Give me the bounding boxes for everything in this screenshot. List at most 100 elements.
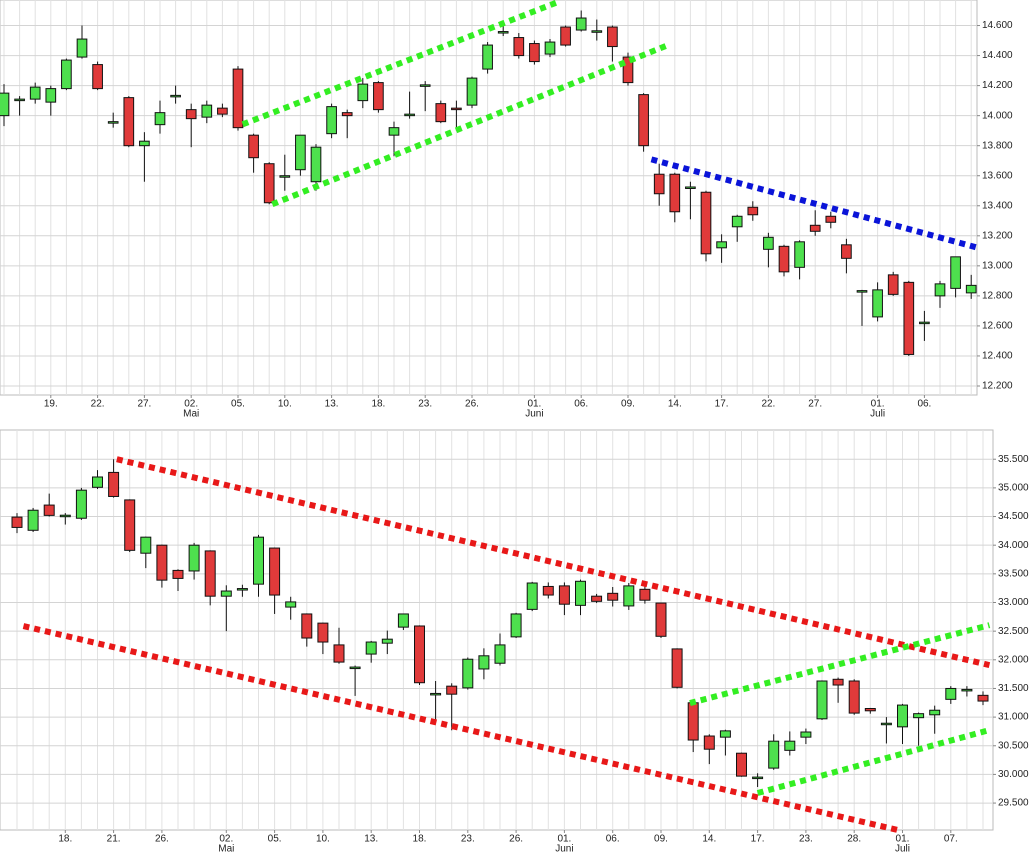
candle-body [638,94,649,147]
x-tick-label: 10. [316,834,330,845]
candle-body [607,26,618,48]
candle-body [14,98,25,102]
month-label: Juni [555,844,573,855]
candle-body [558,585,570,605]
candle-body [301,613,313,639]
y-tick-label: 29.500 [998,798,1029,809]
candle-body [945,687,957,700]
candle-body [856,290,868,293]
candle-body [123,97,135,147]
x-tick-label: 27. [137,399,151,410]
candle-body [27,509,39,531]
candle-body [639,588,651,601]
y-tick-label: 12.800 [982,291,1013,302]
x-tick-label: 01. [557,834,571,845]
candle-body [669,173,681,213]
candle-body [526,582,538,610]
candle-body [716,241,727,249]
candle-body [529,43,540,63]
candle-body [140,536,152,554]
x-tick-label: 17. [751,834,765,845]
candle-body [170,94,181,98]
candle-body [0,92,10,117]
candle-body [341,112,353,117]
candle-body [768,740,780,769]
candle-body [295,134,306,171]
y-tick-label: 14.000 [982,110,1013,121]
candle-body [435,103,447,123]
candle-body [43,504,55,516]
candle-body [414,625,425,684]
candle-body [279,175,291,178]
candle-body [736,752,747,777]
candle-body [404,113,415,117]
candle-body [623,585,635,607]
month-label: Mai [183,409,199,420]
y-tick-label: 12.200 [982,381,1013,392]
candle-body [76,38,88,58]
x-tick-label: 13. [325,399,339,410]
x-tick-label: 06. [606,834,620,845]
candle-body [11,516,23,528]
candle-body [832,678,844,686]
x-tick-label: 02. [184,399,198,410]
x-tick-label: 05. [231,399,245,410]
candle-body [451,107,462,111]
candle-body [462,658,474,689]
candle-body [622,56,634,84]
candle-body [397,613,409,628]
candle-body [285,601,297,608]
candle-body [510,613,522,638]
candle-body [107,121,119,124]
x-tick-label: 01. [896,834,910,845]
candle-body [92,64,103,90]
candle-body [92,476,103,488]
candle-body [800,731,812,738]
x-tick-label: 19. [44,399,58,410]
candle-body [542,585,554,596]
candle-body [188,544,200,572]
trend-line [650,156,977,251]
candle-body [913,713,925,719]
candle-body [687,702,699,741]
candle-body [607,592,619,601]
x-tick-label: 21. [107,834,121,845]
x-tick-label: 18. [58,834,72,845]
candle-body [809,224,821,232]
candle-body [29,86,41,100]
candle-body [747,206,759,216]
trend-line [756,727,991,796]
candle-body [349,666,361,670]
x-tick-label: 17. [715,399,729,410]
candle-body [841,244,852,259]
candle-body [591,30,603,33]
candle-body [357,83,369,102]
candle-body [446,685,458,695]
x-tick-label: 14. [702,834,716,845]
y-tick-label: 14.200 [982,80,1013,91]
trend-line [271,42,669,208]
candle-body [934,283,946,297]
candle-body [388,127,400,136]
candle-body [269,547,281,596]
candle-body [653,173,665,195]
candle-body [248,134,259,159]
candle-body [373,82,384,111]
x-tick-label: 26. [509,834,523,845]
x-tick-label: 18. [413,834,427,845]
x-tick-label: 06. [917,399,931,410]
candle-body [848,680,860,714]
y-tick-label: 12.600 [982,321,1013,332]
x-tick-label: 27. [808,399,822,410]
trend-line [689,622,991,706]
candle-body [497,31,509,34]
candle-body [719,730,731,738]
candle-body [45,88,57,103]
candle-body [482,44,493,70]
x-tick-label: 23. [418,399,432,410]
candle-body [253,536,264,585]
candle-body [430,692,442,696]
candle-body [575,580,586,606]
candle-body [513,37,525,57]
